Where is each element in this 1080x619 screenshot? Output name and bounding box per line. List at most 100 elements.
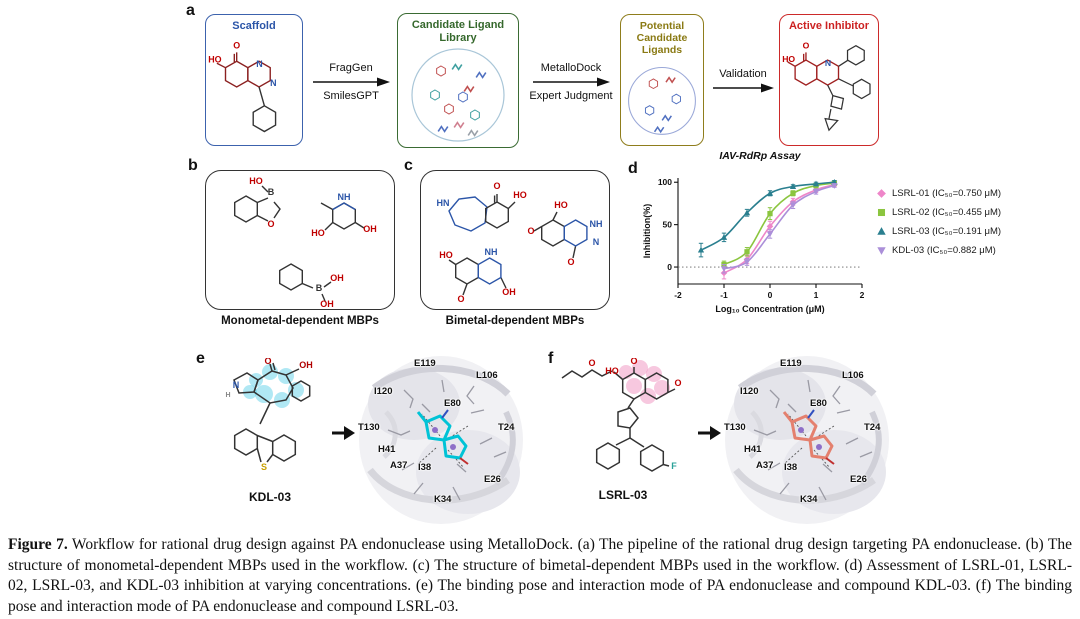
potential-ligand-molecules <box>628 67 696 136</box>
atom-label: N <box>233 380 240 390</box>
panel-e-label: e <box>196 350 205 367</box>
flow-step-2: MetalloDock Expert Judgment <box>524 62 618 102</box>
kdl03-molecule: O OH NH S <box>225 358 312 472</box>
panel-d-label: d <box>628 160 638 177</box>
svg-text:50: 50 <box>663 220 673 230</box>
inhibitor-title: Active Inhibitor <box>788 20 870 32</box>
svg-text:0: 0 <box>768 290 773 300</box>
inhibitor-box: Active Inhibitor O HO N <box>779 14 879 146</box>
atom-label: O <box>674 378 681 388</box>
atom-labels: HN O HO HO NH O OH HO O NH N O <box>437 181 603 304</box>
atom-label: HO <box>782 54 795 64</box>
atom-labels: O OH NH S <box>225 358 312 472</box>
legend-item: KDL-03 (IC₅₀=0.882 μM) <box>876 245 1001 256</box>
residue-label-t24: T24 <box>498 422 515 433</box>
scaffold-molecule: O HO NN <box>208 40 277 132</box>
atom-label: HO <box>605 366 619 376</box>
flow-step-1: FragGen SmilesGPT <box>306 62 396 102</box>
atom-label: B <box>268 187 275 197</box>
svg-text:Log₁₀ Concentration (μM): Log₁₀ Concentration (μM) <box>715 304 824 314</box>
residue-label-i120: I120 <box>374 386 393 397</box>
atom-label: O <box>803 40 810 50</box>
atom-label: NH <box>485 247 498 257</box>
monometal-mbp-box: HO B O NH OH HO B OH OH <box>205 170 395 310</box>
residue-label-e80: E80 <box>444 398 461 409</box>
inhibitor-molecule: O HO N <box>782 40 871 132</box>
atom-label: NH <box>590 219 603 229</box>
panel-a-label: a <box>186 2 195 19</box>
atom-label: HO <box>311 228 325 238</box>
residue-label-i38: I38 <box>418 462 432 473</box>
pink-highlight <box>619 360 670 404</box>
atom-label: N <box>256 59 262 69</box>
residue-label-h41: H41 <box>744 444 762 455</box>
assay-chart: -2 -1 0 1 2 0 50 100 Log₁₀ Concentration (μM) Inh… <box>642 177 865 314</box>
legend-item: LSRL-01 (IC₅₀=0.750 μM) <box>876 188 1001 199</box>
residue-label-a37: A37 <box>390 460 408 471</box>
legend-marker-icon <box>877 247 886 255</box>
atom-label: HO <box>439 250 453 260</box>
arrow1-top-label: FragGen <box>329 62 373 74</box>
atom-labels: O HO N <box>782 40 831 67</box>
atom-label: HO <box>249 176 263 186</box>
atom-label: OH <box>363 224 377 234</box>
legend-item: LSRL-03 (IC₅₀=0.191 μM) <box>876 226 1001 237</box>
figure-caption: Figure 7. Workflow for rational drug des… <box>8 535 1072 617</box>
atom-label: N <box>825 57 831 67</box>
flow-step-3: Validation <box>708 68 778 94</box>
atom-label: H <box>225 392 230 399</box>
scaffold-title: Scaffold <box>232 20 276 32</box>
chart-legend: LSRL-01 (IC₅₀=0.750 μM) LSRL-02 (IC₅₀=0.4… <box>876 188 1001 256</box>
residue-label-e26: E26 <box>484 474 501 485</box>
arrow-right-icon <box>313 77 390 87</box>
residue-label-k34: K34 <box>800 494 818 505</box>
scaffold-box: Scaffold O HO N N <box>205 14 303 146</box>
atom-label: O <box>264 358 271 366</box>
atom-label: S <box>261 462 267 472</box>
atom-label: HO <box>513 190 527 200</box>
atom-label: N <box>593 237 600 247</box>
legend-label: LSRL-01 (IC₅₀=0.750 μM) <box>892 188 1002 199</box>
arrow-right-icon <box>332 426 355 440</box>
atom-label: O <box>527 226 534 236</box>
svg-text:2: 2 <box>860 290 865 300</box>
atom-label: F <box>671 461 677 471</box>
atom-label: O <box>567 257 574 267</box>
legend-item: LSRL-02 (IC₅₀=0.455 μM) <box>876 207 1001 218</box>
binding-pose-lsrl03: E119 L106 I120 E80 T130 H41 T24 A37 I38 E26 K34 <box>722 352 892 527</box>
arrow-right-icon <box>713 83 774 93</box>
atom-label: O <box>267 219 274 229</box>
protein-pocket-image <box>725 356 889 524</box>
legend-marker-icon <box>877 208 886 217</box>
monometal-mbp-molecules: HO B O NH OH HO B OH OH <box>233 176 377 309</box>
atom-label: OH <box>502 287 516 297</box>
atom-label: OH <box>320 299 334 309</box>
arrow1-bottom-label: SmilesGPT <box>323 90 379 102</box>
residue-label-e119: E119 <box>780 358 802 369</box>
atom-label: O <box>493 181 500 191</box>
residue-label-a37: A37 <box>756 460 774 471</box>
residue-label-i120: I120 <box>740 386 759 397</box>
library-box: Candidate Ligand Library <box>397 13 519 148</box>
residue-label-h41: H41 <box>378 444 396 455</box>
svg-text:0: 0 <box>667 262 672 272</box>
residue-label-i38: I38 <box>784 462 798 473</box>
residue-label-t24: T24 <box>864 422 881 433</box>
legend-label: LSRL-02 (IC₅₀=0.455 μM) <box>892 207 1002 218</box>
svg-text:-2: -2 <box>674 290 682 300</box>
atom-label: HO <box>208 54 221 64</box>
atom-label: O <box>457 294 464 304</box>
arrow2-top-label: MetalloDock <box>540 62 602 74</box>
svg-text:1: 1 <box>814 290 819 300</box>
lsrl03-molecule: O HO O O F <box>561 358 682 472</box>
lsrl03-label: LSRL-03 <box>598 488 648 502</box>
svg-text:Inhibition(%): Inhibition(%) <box>642 204 652 258</box>
atom-label: O <box>588 358 595 368</box>
atom-label: O <box>630 358 637 366</box>
figure-caption-label: Figure 7. <box>8 536 68 553</box>
arrow-right-icon <box>698 426 721 440</box>
panel-f-label: f <box>548 350 554 367</box>
residue-label-k34: K34 <box>434 494 452 505</box>
residue-label-l106: L106 <box>476 370 498 381</box>
atom-label: O <box>233 40 240 50</box>
